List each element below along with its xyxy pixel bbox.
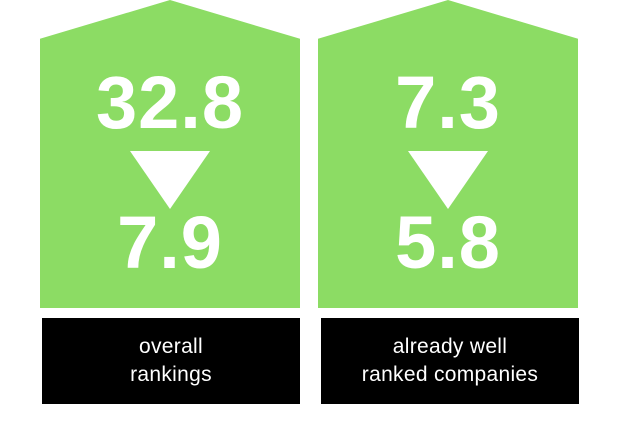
down-triangle-icon — [408, 151, 488, 209]
from-value: 32.8 — [95, 61, 245, 144]
card-label: overall rankings — [42, 318, 300, 404]
card-label: already well ranked companies — [321, 318, 579, 404]
ranking-card-ranked-companies: 7.3 5.8 already well ranked companies — [318, 0, 579, 427]
to-value: 7.9 — [117, 201, 223, 284]
down-triangle-icon — [130, 151, 210, 209]
from-value: 7.3 — [395, 61, 501, 144]
to-value: 5.8 — [395, 201, 501, 284]
ranking-card-overall: 32.8 7.9 overall rankings — [40, 0, 300, 427]
